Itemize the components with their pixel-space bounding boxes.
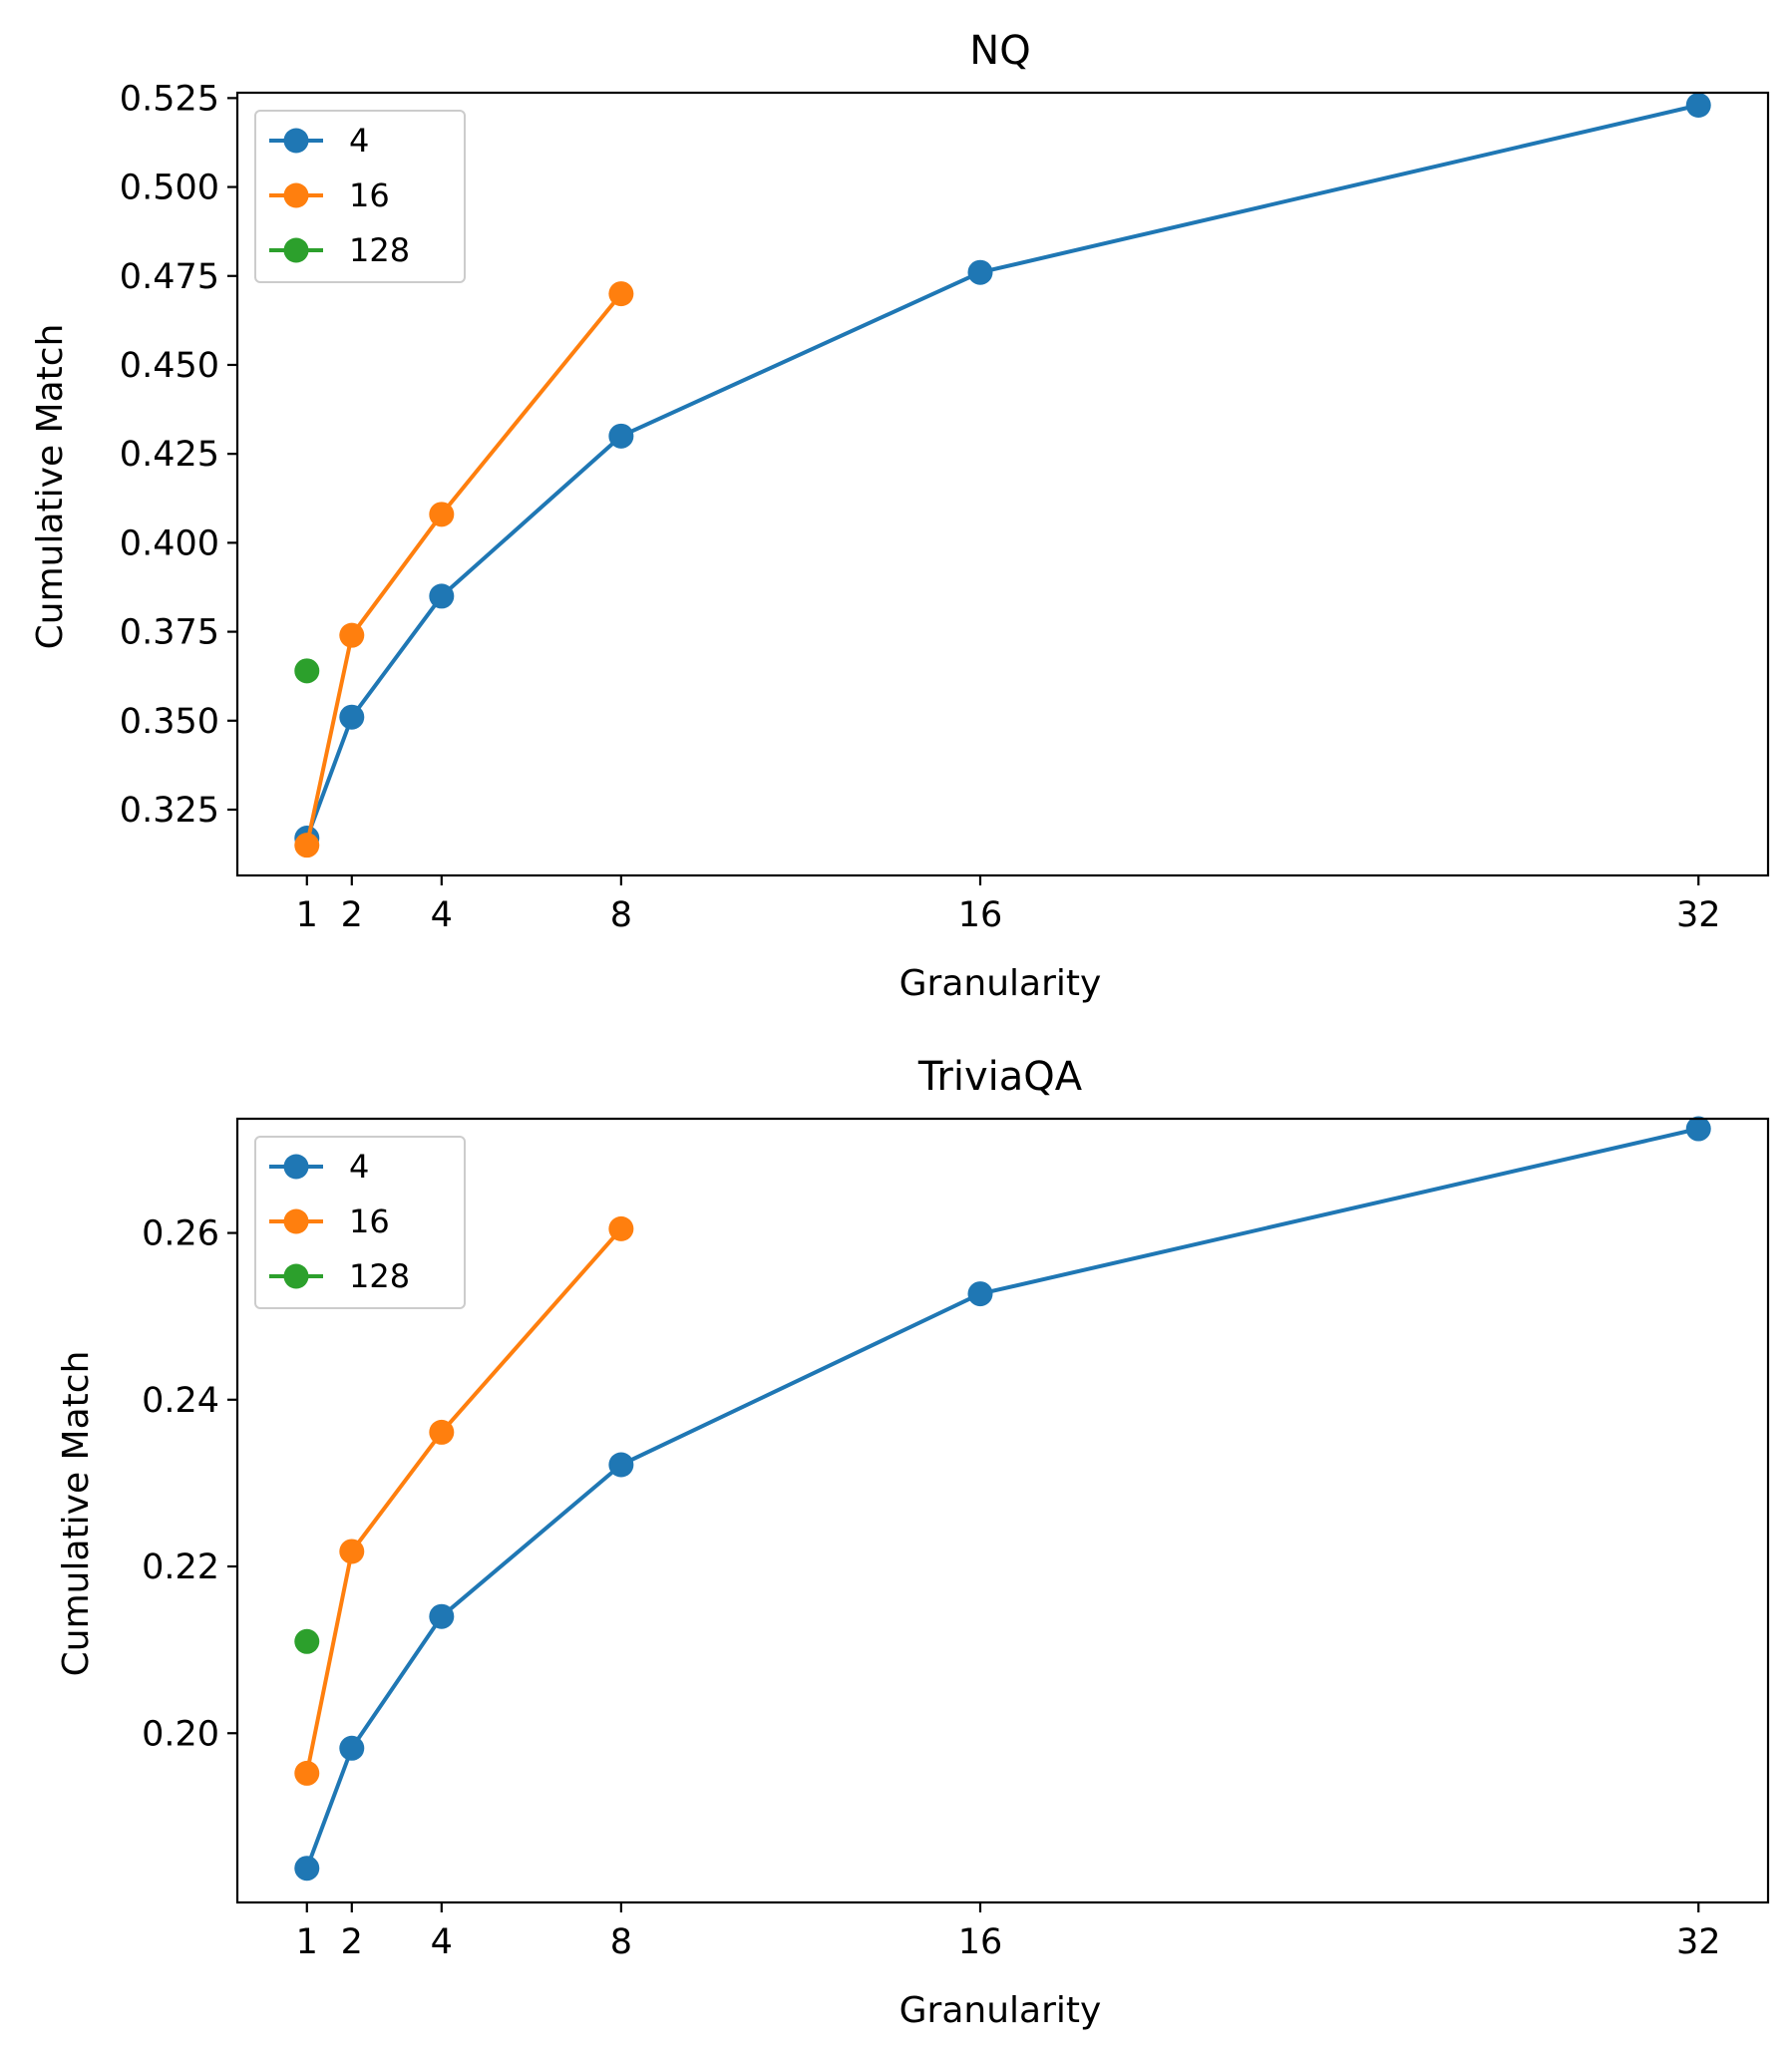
triviaqa-legend-marker-128 xyxy=(283,1263,309,1289)
triviaqa-series-4-point xyxy=(294,1856,320,1882)
triviaqa-series-4-point xyxy=(967,1281,993,1307)
triviaqa-x-tick-label: 32 xyxy=(1676,1922,1721,1962)
triviaqa-series-4-line xyxy=(304,1127,1699,1870)
triviaqa-series-16-point xyxy=(294,1760,320,1786)
triviaqa-series-128-point xyxy=(294,1628,320,1654)
nq-panel: NQ Granularity Cumulative Match 1 2 4 8 16 32… xyxy=(30,28,1770,1004)
nq-y-tick-label: 0.450 xyxy=(120,346,219,386)
triviaqa-plot-frame xyxy=(235,1117,1770,1904)
nq-series-4-point xyxy=(429,583,455,609)
triviaqa-y-tick-label: 0.22 xyxy=(142,1547,219,1587)
triviaqa-legend-marker-16 xyxy=(283,1208,309,1234)
nq-series-16-line xyxy=(304,292,623,847)
nq-y-tick-label: 0.325 xyxy=(120,791,219,831)
triviaqa-y-tick-label: 0.24 xyxy=(142,1381,219,1421)
nq-legend-marker-128 xyxy=(283,237,309,263)
triviaqa-series-16-point xyxy=(608,1215,634,1241)
nq-series-16-point xyxy=(608,281,634,307)
triviaqa-y-tick-label: 0.20 xyxy=(142,1714,219,1754)
nq-legend-box xyxy=(254,110,466,283)
triviaqa-x-tick-label: 4 xyxy=(431,1922,453,1962)
nq-x-tick-label: 4 xyxy=(431,895,453,935)
triviaqa-series-4-point xyxy=(339,1735,365,1761)
nq-x-tick-label: 2 xyxy=(341,895,363,935)
triviaqa-series-16-point xyxy=(429,1419,455,1445)
triviaqa-x-tick-label: 1 xyxy=(296,1922,318,1962)
nq-series-4-point xyxy=(1685,92,1711,118)
nq-series-16-point xyxy=(339,622,365,648)
nq-series-4-point xyxy=(967,259,993,285)
nq-y-tick-label: 0.425 xyxy=(120,435,219,475)
nq-series-4-line xyxy=(304,103,1699,840)
triviaqa-legend-box xyxy=(254,1136,466,1309)
nq-series-128-point xyxy=(294,658,320,684)
nq-x-tick-label: 8 xyxy=(610,895,632,935)
nq-series-4-point xyxy=(608,423,634,449)
nq-y-tick-label: 0.350 xyxy=(120,702,219,742)
triviaqa-series-4-point xyxy=(608,1452,634,1478)
triviaqa-series-16-line xyxy=(304,1227,623,1774)
triviaqa-chart-title: TriviaQA xyxy=(917,1054,1083,1100)
triviaqa-legend-label-4: 4 xyxy=(349,1148,369,1186)
triviaqa-legend: 4 16 128 xyxy=(254,1136,466,1309)
nq-x-tick-label: 16 xyxy=(958,895,1003,935)
nq-series-16-point xyxy=(429,502,455,527)
nq-y-tick-label: 0.400 xyxy=(120,523,219,563)
nq-x-tick-label: 32 xyxy=(1676,895,1721,935)
nq-legend-label-128: 128 xyxy=(349,231,410,269)
triviaqa-x-tick-label: 16 xyxy=(958,1922,1003,1962)
nq-chart-title: NQ xyxy=(969,28,1030,74)
nq-x-axis-label: Granularity xyxy=(899,963,1102,1004)
triviaqa-legend-label-16: 16 xyxy=(349,1202,390,1240)
nq-legend-label-16: 16 xyxy=(349,176,390,214)
triviaqa-y-tick-label: 0.26 xyxy=(142,1214,219,1254)
nq-y-tick-label: 0.475 xyxy=(120,257,219,297)
nq-y-axis-label: Cumulative Match xyxy=(30,324,71,650)
triviaqa-series-4-point xyxy=(1685,1116,1711,1142)
triviaqa-x-tick-label: 2 xyxy=(341,1922,363,1962)
triviaqa-x-tick-label: 8 xyxy=(610,1922,632,1962)
nq-legend-marker-4 xyxy=(283,128,309,154)
nq-legend-marker-16 xyxy=(283,182,309,208)
nq-y-tick-label: 0.375 xyxy=(120,613,219,653)
triviaqa-legend-label-128: 128 xyxy=(349,1257,410,1295)
triviaqa-series-16-point xyxy=(339,1539,365,1564)
triviaqa-series-4-point xyxy=(429,1603,455,1629)
nq-y-tick-label: 0.500 xyxy=(120,169,219,208)
nq-series-16-point xyxy=(294,833,320,858)
nq-y-tick-label: 0.525 xyxy=(120,79,219,119)
nq-legend-label-4: 4 xyxy=(349,122,369,160)
triviaqa-legend-marker-4 xyxy=(283,1154,309,1180)
triviaqa-y-axis-label: Cumulative Match xyxy=(56,1351,97,1677)
triviaqa-x-axis-label: Granularity xyxy=(899,1990,1102,2031)
nq-plot-frame xyxy=(235,91,1770,877)
nq-x-tick-label: 1 xyxy=(296,895,318,935)
nq-series-4-point xyxy=(339,704,365,730)
nq-legend: 4 16 128 xyxy=(254,110,466,283)
